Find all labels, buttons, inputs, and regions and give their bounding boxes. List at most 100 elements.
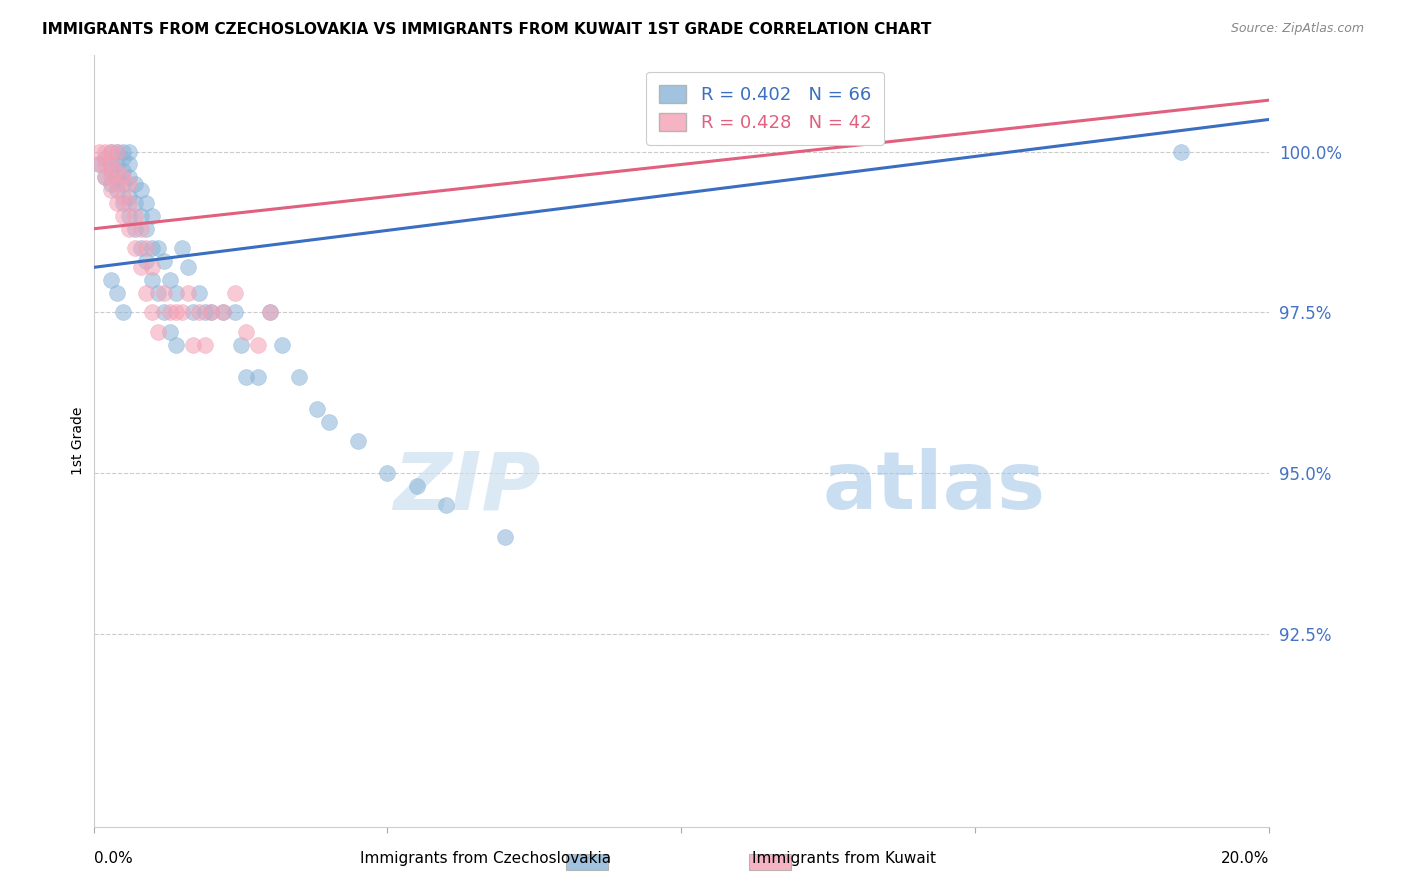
Point <box>148 325 170 339</box>
Point <box>100 157 122 171</box>
Point <box>94 170 117 185</box>
Point <box>105 196 128 211</box>
Point <box>100 164 122 178</box>
Point <box>176 286 198 301</box>
Point <box>111 170 134 185</box>
Point <box>1170 145 1192 159</box>
Point <box>118 189 141 203</box>
Point <box>105 170 128 185</box>
Point <box>94 145 117 159</box>
Y-axis label: 1st Grade: 1st Grade <box>72 407 86 475</box>
Point <box>188 305 211 319</box>
Point <box>165 337 187 351</box>
Point <box>229 337 252 351</box>
Point <box>194 337 217 351</box>
Point <box>183 305 205 319</box>
Point <box>141 273 163 287</box>
Point <box>153 305 176 319</box>
Point <box>247 369 270 384</box>
Point <box>129 260 152 275</box>
Point <box>118 221 141 235</box>
Point <box>153 254 176 268</box>
Point <box>377 466 399 480</box>
Point <box>111 209 134 223</box>
Point <box>135 221 157 235</box>
Point <box>224 286 246 301</box>
Point <box>153 286 176 301</box>
Point <box>176 260 198 275</box>
Point <box>105 177 128 191</box>
Point <box>159 325 181 339</box>
Point <box>200 305 222 319</box>
Legend: R = 0.402   N = 66, R = 0.428   N = 42: R = 0.402 N = 66, R = 0.428 N = 42 <box>647 72 884 145</box>
Point <box>212 305 235 319</box>
Point <box>100 170 122 185</box>
Point <box>124 221 146 235</box>
Point <box>118 196 141 211</box>
Point <box>148 241 170 255</box>
Point <box>111 145 134 159</box>
Point <box>124 241 146 255</box>
Point <box>111 305 134 319</box>
Point <box>89 157 111 171</box>
Point <box>259 305 281 319</box>
Point <box>165 305 187 319</box>
Point <box>105 145 128 159</box>
Point <box>124 177 146 191</box>
Point <box>183 337 205 351</box>
Point <box>224 305 246 319</box>
Text: 0.0%: 0.0% <box>94 851 132 865</box>
Point <box>347 434 370 448</box>
Point <box>165 286 187 301</box>
Point <box>105 183 128 197</box>
Point <box>111 151 134 165</box>
Point <box>89 157 111 171</box>
Point <box>100 145 122 159</box>
Point <box>405 479 427 493</box>
Point <box>100 157 122 171</box>
Point <box>94 157 117 171</box>
Text: Source: ZipAtlas.com: Source: ZipAtlas.com <box>1230 22 1364 36</box>
Point <box>111 164 134 178</box>
Point <box>105 157 128 171</box>
Text: 20.0%: 20.0% <box>1220 851 1270 865</box>
Point <box>118 145 141 159</box>
Point <box>111 189 134 203</box>
Point <box>118 177 141 191</box>
Point <box>159 305 181 319</box>
Point <box>212 305 235 319</box>
Point <box>494 531 516 545</box>
Point <box>118 209 141 223</box>
Point <box>100 273 122 287</box>
Point <box>305 401 328 416</box>
Point <box>288 369 311 384</box>
Point <box>259 305 281 319</box>
Point <box>200 305 222 319</box>
Point <box>159 273 181 287</box>
Point <box>100 145 122 159</box>
Point <box>129 221 152 235</box>
Text: IMMIGRANTS FROM CZECHOSLOVAKIA VS IMMIGRANTS FROM KUWAIT 1ST GRADE CORRELATION C: IMMIGRANTS FROM CZECHOSLOVAKIA VS IMMIGR… <box>42 22 932 37</box>
Point <box>135 254 157 268</box>
Point <box>118 170 141 185</box>
Point <box>100 183 122 197</box>
Point <box>141 241 163 255</box>
Point <box>170 305 193 319</box>
Point <box>118 157 141 171</box>
Point <box>318 415 340 429</box>
Point <box>94 151 117 165</box>
Point <box>270 337 292 351</box>
Point <box>135 286 157 301</box>
Point <box>94 170 117 185</box>
Point <box>105 286 128 301</box>
Point <box>141 260 163 275</box>
Point <box>235 325 257 339</box>
Point <box>135 241 157 255</box>
Point <box>124 196 146 211</box>
Text: ZIP: ZIP <box>392 449 540 526</box>
Point <box>129 183 152 197</box>
Point <box>89 145 111 159</box>
Text: Immigrants from Czechoslovakia: Immigrants from Czechoslovakia <box>360 851 612 865</box>
Text: Immigrants from Kuwait: Immigrants from Kuwait <box>752 851 935 865</box>
Point <box>129 241 152 255</box>
